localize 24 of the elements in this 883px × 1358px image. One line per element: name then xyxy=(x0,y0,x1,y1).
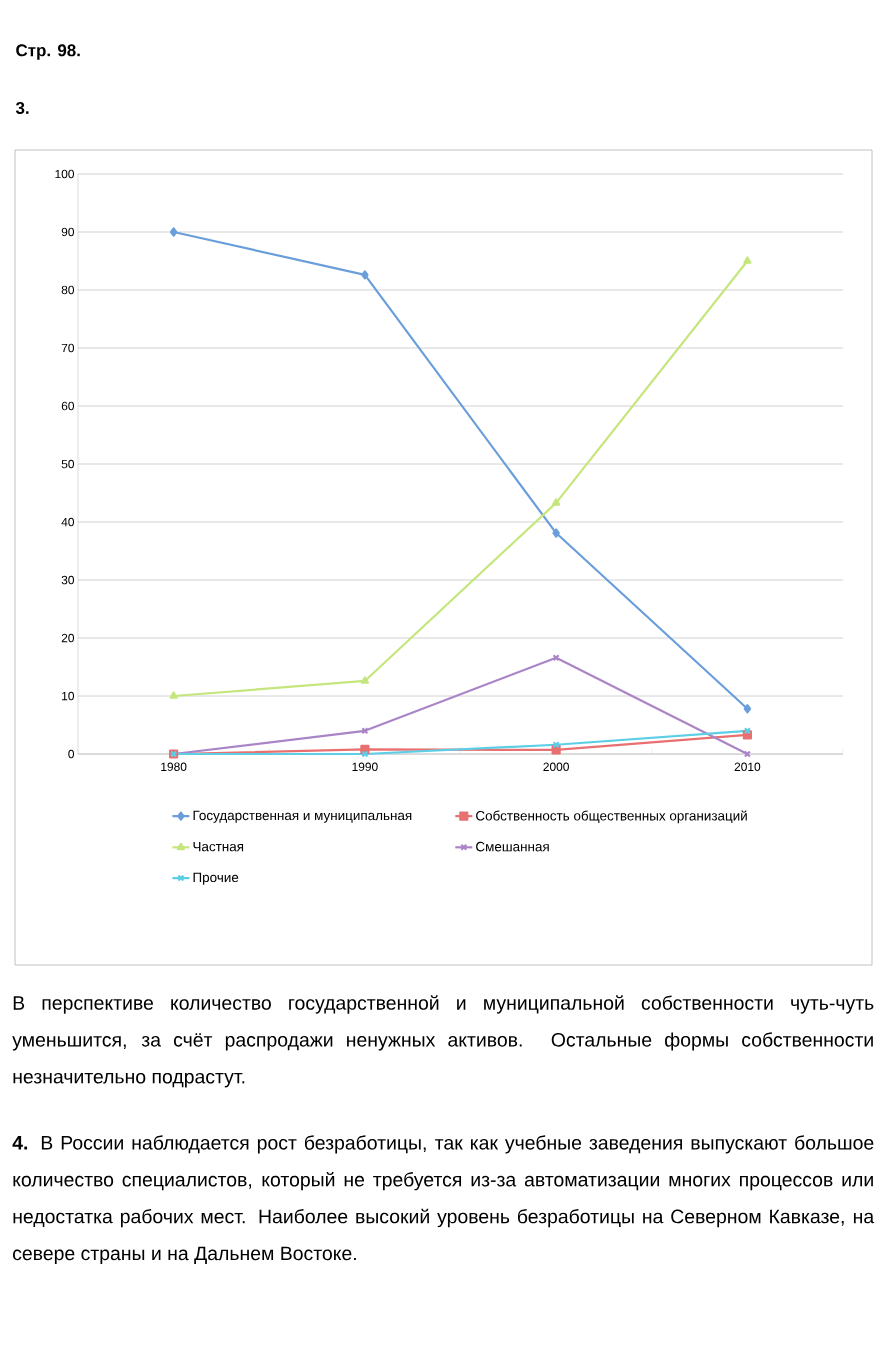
y-tick-label: 40 xyxy=(61,517,75,527)
y-tick-label: 30 xyxy=(61,575,75,585)
legend-label: Государственная и муниципальная xyxy=(193,810,412,823)
y-tick-label: 90 xyxy=(61,227,75,237)
y-tick-label: 100 xyxy=(55,169,75,179)
chart-title: Стр. 98. xyxy=(16,44,80,60)
y-tick-label: 80 xyxy=(61,285,75,295)
text: 4. В России наблюдается рост безработицы, так как учебные заведения выпускают большое количество специалистов, который не требуется из-за автоматизации многих процессов или недостатка рабочих мест. Наиболее высокий уровень безработицы на Северном Кавказе, на севере страны и на Дальнем Востоке. xyxy=(12,1135,875,1265)
x-tick-label: 2010 xyxy=(734,762,761,771)
y-tick-label: 0 xyxy=(68,749,75,759)
x-tick-label: 1990 xyxy=(352,762,378,771)
x-tick-label: 1980 xyxy=(161,762,187,771)
y-tick-label: 10 xyxy=(62,691,75,701)
x-tick-label: 2000 xyxy=(543,762,569,771)
chart-subtitle: 3. xyxy=(15,101,29,115)
y-tick-label: 50 xyxy=(61,459,75,469)
legend-label: Смешанная xyxy=(476,841,549,852)
legend-label: Прочие xyxy=(193,872,239,885)
y-tick-label: 70 xyxy=(61,343,75,353)
legend-label: Частная xyxy=(193,841,244,852)
legend-label: Собственность общественных организаций xyxy=(476,810,747,824)
y-tick-label: 20 xyxy=(61,633,75,643)
text: В перспективе количество государственной и муниципальной собственности чуть-чуть уменьшится, за счёт распродажи ненужных активов. Остальные формы собственности незначительно подрастут. xyxy=(12,995,874,1088)
y-tick-label: 60 xyxy=(61,401,75,411)
